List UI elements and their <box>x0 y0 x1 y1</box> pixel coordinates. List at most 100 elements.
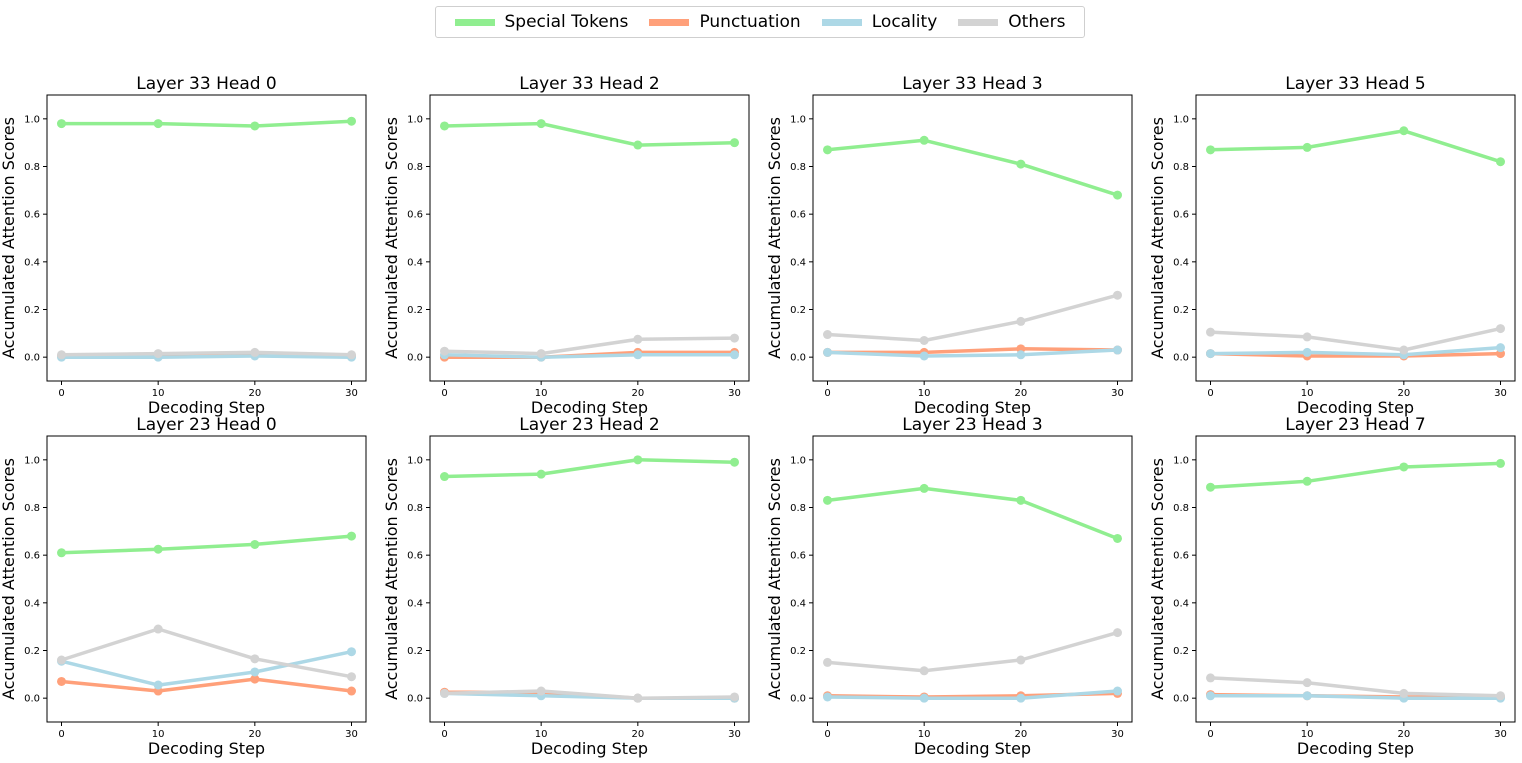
x-axis-label: Decoding Step <box>531 398 648 417</box>
y-tick-label: 0.6 <box>1173 210 1189 221</box>
series-line <box>442 336 737 356</box>
legend: Special Tokens Punctuation Locality Othe… <box>435 6 1085 38</box>
data-point <box>730 138 739 148</box>
data-point <box>633 350 643 360</box>
subplot: Layer 23 Head 0 0.0 0.2 0.4 0.6 0.8 1.0 0 10 20 30… <box>0 415 367 758</box>
plot-frame <box>46 435 367 723</box>
y-tick-label: 0.0 <box>1173 353 1189 364</box>
y-tick-label: 0.6 <box>24 551 40 562</box>
x-tick-label: 0 <box>1207 729 1213 740</box>
data-point <box>1016 350 1026 360</box>
data-point <box>823 495 832 505</box>
series-line <box>442 121 737 147</box>
data-point <box>1206 673 1215 683</box>
data-point <box>250 121 260 131</box>
x-tick-label: 0 <box>824 729 830 740</box>
x-axis-label: Decoding Step <box>914 398 1031 417</box>
data-point <box>250 667 260 677</box>
data-point <box>153 624 163 634</box>
y-tick-label: 0.4 <box>407 598 423 609</box>
legend-label: Others <box>1008 12 1066 32</box>
data-point <box>823 657 832 667</box>
series-line <box>825 138 1120 197</box>
y-tick-label: 0.6 <box>407 210 423 221</box>
x-tick-label: 10 <box>535 388 548 399</box>
data-point <box>1113 533 1122 543</box>
data-point <box>1302 332 1312 342</box>
x-tick-label: 20 <box>248 388 261 399</box>
data-point <box>153 544 163 554</box>
legend-item-punctuation: Punctuation <box>649 12 801 32</box>
y-tick-label: 0.4 <box>1173 598 1189 609</box>
subplot-title: Layer 23 Head 7 <box>1285 415 1426 435</box>
data-point <box>1113 345 1122 355</box>
x-tick-label: 10 <box>918 729 931 740</box>
subplot: Layer 33 Head 2 0.0 0.2 0.4 0.6 0.8 1.0 0 10 20 30… <box>382 74 750 417</box>
y-tick-label: 0.4 <box>24 598 40 609</box>
y-tick-label: 1.0 <box>790 114 806 125</box>
x-tick-label: 30 <box>1494 729 1507 740</box>
y-tick-label: 1.0 <box>1173 455 1189 466</box>
series-line <box>59 354 354 359</box>
data-point <box>1206 327 1215 337</box>
y-tick-label: 0.0 <box>790 353 806 364</box>
data-point <box>1496 458 1505 468</box>
data-point <box>823 145 832 155</box>
x-tick-label: 30 <box>345 388 358 399</box>
x-tick-label: 30 <box>728 388 741 399</box>
series-line <box>1208 129 1503 164</box>
legend-swatch <box>454 18 495 26</box>
y-axis-label: Accumulated Attention Scores <box>765 117 784 359</box>
series-line <box>825 486 1120 541</box>
y-tick-label: 0.8 <box>1173 503 1189 514</box>
data-point <box>536 349 546 359</box>
series-line <box>825 630 1120 673</box>
data-point <box>1206 482 1215 492</box>
legend-swatch <box>821 18 862 26</box>
x-axis-label: Decoding Step <box>148 398 265 417</box>
legend-label: Locality <box>871 12 938 32</box>
y-tick-label: 0.6 <box>407 551 423 562</box>
data-point <box>347 350 356 360</box>
y-tick-label: 0.2 <box>407 305 423 316</box>
legend-item-others: Others <box>958 12 1065 32</box>
x-tick-label: 10 <box>1301 388 1314 399</box>
subplot-title: Layer 33 Head 5 <box>1285 74 1426 94</box>
data-point <box>1496 157 1505 167</box>
series-line <box>442 689 737 700</box>
x-tick-label: 20 <box>631 729 644 740</box>
series-line <box>59 627 354 679</box>
data-point <box>57 119 66 129</box>
y-tick-label: 0.6 <box>24 210 40 221</box>
data-point <box>536 686 546 696</box>
y-tick-label: 0.0 <box>24 353 40 364</box>
data-point <box>1016 495 1026 505</box>
data-point <box>823 347 832 357</box>
y-tick-label: 0.2 <box>790 646 806 657</box>
y-tick-label: 0.8 <box>1173 162 1189 173</box>
data-point <box>440 121 449 131</box>
data-point <box>153 349 163 359</box>
y-tick-label: 1.0 <box>1173 114 1189 125</box>
x-tick-label: 30 <box>345 729 358 740</box>
data-point <box>919 335 929 345</box>
x-tick-label: 0 <box>441 388 447 399</box>
data-point <box>536 119 546 129</box>
data-point <box>1302 142 1312 152</box>
plot-frame <box>46 94 367 382</box>
data-point <box>1113 290 1122 300</box>
x-tick-label: 0 <box>58 729 64 740</box>
y-axis-label: Accumulated Attention Scores <box>0 117 18 359</box>
data-point <box>57 676 66 686</box>
subplot: Layer 23 Head 3 0.0 0.2 0.4 0.6 0.8 1.0 0 10 20 30… <box>765 415 1133 758</box>
data-point <box>1399 345 1409 355</box>
y-tick-label: 0.4 <box>790 257 806 268</box>
data-point <box>1302 691 1312 701</box>
data-point <box>823 692 832 702</box>
subplot: Layer 33 Head 5 0.0 0.2 0.4 0.6 0.8 1.0 0 10 20 30… <box>1148 74 1516 417</box>
series-line <box>1208 676 1503 698</box>
x-tick-label: 20 <box>1014 729 1027 740</box>
legend-swatch <box>649 18 690 26</box>
legend-label: Punctuation <box>699 12 801 32</box>
plot-frame <box>1195 435 1516 723</box>
